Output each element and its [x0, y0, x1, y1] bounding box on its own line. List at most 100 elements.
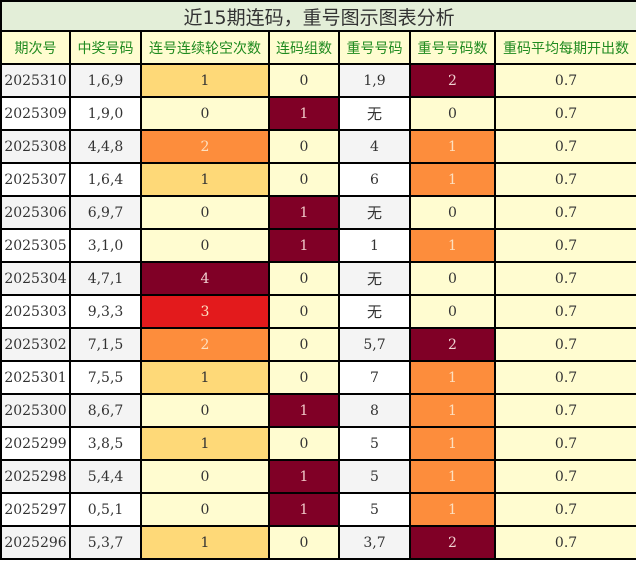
repeat-numbers-cell: 5 — [338, 492, 411, 527]
period-cell: 2025303 — [0, 294, 71, 329]
avg-repeat-cell: 0.7 — [493, 360, 636, 395]
header-gap-count: 连号连续轮空次数 — [140, 30, 270, 65]
repeat-numbers-cell: 5 — [338, 426, 411, 461]
winning-numbers-cell: 1,9,0 — [69, 96, 142, 131]
gap-count-cell: 1 — [140, 162, 270, 197]
consecutive-groups-cell: 1 — [268, 96, 340, 131]
winning-numbers-cell: 4,7,1 — [69, 261, 142, 296]
repeat-count-cell: 0 — [409, 96, 496, 131]
winning-numbers-cell: 8,6,7 — [69, 393, 142, 428]
winning-numbers-cell: 7,5,5 — [69, 360, 142, 395]
consecutive-groups-cell: 0 — [268, 327, 340, 362]
header-row: 期次号 中奖号码 连号连续轮空次数 连码组数 重号号码 重号号码数 重码平均每期… — [0, 30, 636, 65]
avg-repeat-cell: 0.7 — [493, 525, 636, 560]
gap-count-cell: 1 — [140, 63, 270, 98]
table-row: 2025301 7,5,5 1 0 7 1 0.7 — [0, 360, 636, 395]
consecutive-groups-cell: 0 — [268, 261, 340, 296]
repeat-numbers-cell: 1,9 — [338, 63, 411, 98]
gap-count-cell: 0 — [140, 393, 270, 428]
table-row: 2025305 3,1,0 0 1 1 1 0.7 — [0, 228, 636, 263]
gap-count-cell: 0 — [140, 195, 270, 230]
repeat-numbers-cell: 无 — [338, 294, 411, 329]
period-cell: 2025310 — [0, 63, 71, 98]
repeat-count-cell: 1 — [409, 426, 496, 461]
repeat-numbers-cell: 无 — [338, 261, 411, 296]
repeat-count-cell: 1 — [409, 360, 496, 395]
repeat-count-cell: 2 — [409, 327, 496, 362]
winning-numbers-cell: 4,4,8 — [69, 129, 142, 164]
table-row: 2025302 7,1,5 2 0 5,7 2 0.7 — [0, 327, 636, 362]
header-avg-repeat: 重码平均每期开出数 — [493, 30, 636, 65]
table-row: 2025310 1,6,9 1 0 1,9 2 0.7 — [0, 63, 636, 98]
period-cell: 2025308 — [0, 129, 71, 164]
repeat-numbers-cell: 5,7 — [338, 327, 411, 362]
consecutive-groups-cell: 0 — [268, 129, 340, 164]
period-cell: 2025299 — [0, 426, 71, 461]
avg-repeat-cell: 0.7 — [493, 327, 636, 362]
gap-count-cell: 0 — [140, 492, 270, 527]
winning-numbers-cell: 5,3,7 — [69, 525, 142, 560]
lottery-analysis-table: 近15期连码，重号图示图表分析 期次号 中奖号码 连号连续轮空次数 连码组数 重… — [0, 0, 636, 560]
consecutive-groups-cell: 0 — [268, 162, 340, 197]
winning-numbers-cell: 1,6,4 — [69, 162, 142, 197]
avg-repeat-cell: 0.7 — [493, 426, 636, 461]
period-cell: 2025305 — [0, 228, 71, 263]
table-row: 2025300 8,6,7 0 1 8 1 0.7 — [0, 393, 636, 428]
repeat-numbers-cell: 7 — [338, 360, 411, 395]
repeat-count-cell: 2 — [409, 525, 496, 560]
gap-count-cell: 0 — [140, 459, 270, 494]
table-row: 2025309 1,9,0 0 1 无 0 0.7 — [0, 96, 636, 131]
gap-count-cell: 1 — [140, 525, 270, 560]
winning-numbers-cell: 6,9,7 — [69, 195, 142, 230]
avg-repeat-cell: 0.7 — [493, 492, 636, 527]
repeat-numbers-cell: 无 — [338, 195, 411, 230]
period-cell: 2025307 — [0, 162, 71, 197]
table-row: 2025298 5,4,4 0 1 5 1 0.7 — [0, 459, 636, 494]
repeat-numbers-cell: 3,7 — [338, 525, 411, 560]
gap-count-cell: 0 — [140, 228, 270, 263]
consecutive-groups-cell: 1 — [268, 228, 340, 263]
repeat-count-cell: 1 — [409, 228, 496, 263]
winning-numbers-cell: 9,3,3 — [69, 294, 142, 329]
table-row: 2025299 3,8,5 1 0 5 1 0.7 — [0, 426, 636, 461]
winning-numbers-cell: 0,5,1 — [69, 492, 142, 527]
table-row: 2025303 9,3,3 3 0 无 0 0.7 — [0, 294, 636, 329]
consecutive-groups-cell: 1 — [268, 492, 340, 527]
consecutive-groups-cell: 0 — [268, 63, 340, 98]
winning-numbers-cell: 1,6,9 — [69, 63, 142, 98]
header-numbers: 中奖号码 — [69, 30, 142, 65]
table-row: 2025296 5,3,7 1 0 3,7 2 0.7 — [0, 525, 636, 560]
avg-repeat-cell: 0.7 — [493, 129, 636, 164]
gap-count-cell: 0 — [140, 96, 270, 131]
avg-repeat-cell: 0.7 — [493, 294, 636, 329]
repeat-count-cell: 2 — [409, 63, 496, 98]
gap-count-cell: 1 — [140, 360, 270, 395]
gap-count-cell: 4 — [140, 261, 270, 296]
avg-repeat-cell: 0.7 — [493, 459, 636, 494]
consecutive-groups-cell: 0 — [268, 294, 340, 329]
repeat-numbers-cell: 4 — [338, 129, 411, 164]
table-row: 2025308 4,4,8 2 0 4 1 0.7 — [0, 129, 636, 164]
repeat-numbers-cell: 6 — [338, 162, 411, 197]
period-cell: 2025301 — [0, 360, 71, 395]
repeat-count-cell: 1 — [409, 492, 496, 527]
period-cell: 2025302 — [0, 327, 71, 362]
repeat-count-cell: 1 — [409, 393, 496, 428]
period-cell: 2025300 — [0, 393, 71, 428]
consecutive-groups-cell: 1 — [268, 393, 340, 428]
winning-numbers-cell: 3,1,0 — [69, 228, 142, 263]
gap-count-cell: 3 — [140, 294, 270, 329]
table-row: 2025307 1,6,4 1 0 6 1 0.7 — [0, 162, 636, 197]
gap-count-cell: 2 — [140, 327, 270, 362]
avg-repeat-cell: 0.7 — [493, 393, 636, 428]
consecutive-groups-cell: 1 — [268, 195, 340, 230]
repeat-numbers-cell: 无 — [338, 96, 411, 131]
period-cell: 2025298 — [0, 459, 71, 494]
avg-repeat-cell: 0.7 — [493, 195, 636, 230]
repeat-count-cell: 1 — [409, 162, 496, 197]
period-cell: 2025306 — [0, 195, 71, 230]
repeat-count-cell: 0 — [409, 294, 496, 329]
repeat-count-cell: 0 — [409, 261, 496, 296]
period-cell: 2025297 — [0, 492, 71, 527]
table-row: 2025304 4,7,1 4 0 无 0 0.7 — [0, 261, 636, 296]
